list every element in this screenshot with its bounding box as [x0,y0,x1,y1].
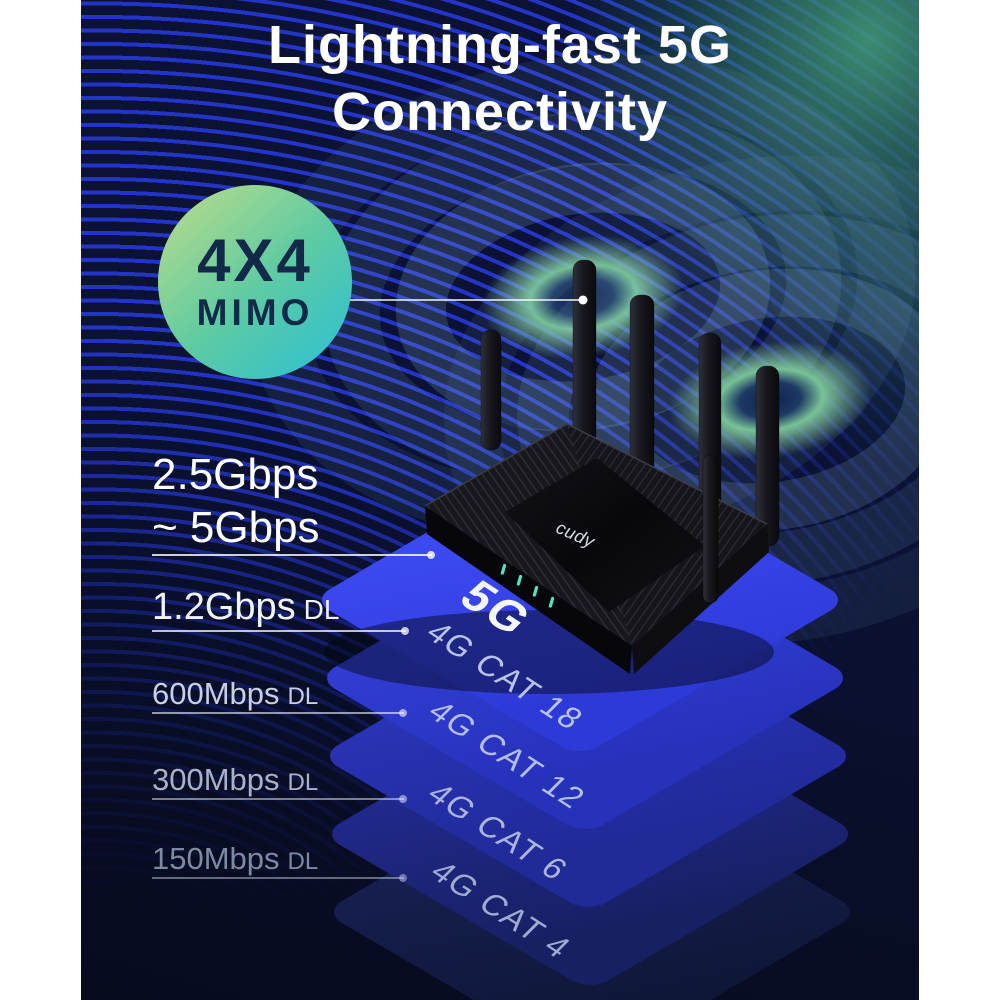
speed-rule [152,874,407,882]
page-title: Lightning-fast 5G Connectivity [81,12,919,146]
router-graphic: cudy [324,259,780,694]
speed-suffix: DL [287,848,319,875]
speed-suffix: DL [287,683,319,710]
page-title-line1: Lightning-fast 5G [268,15,732,75]
speed-label-cat18: 1.2Gbps DL [152,586,339,629]
speed-suffix: DL [303,594,340,625]
speed-value: 1.2Gbps [152,586,296,628]
mimo-badge-line1: 4X4 [197,227,313,294]
page-title-line2: Connectivity [331,82,669,142]
router-antennas [480,259,780,549]
speed-rule [152,627,409,635]
speed-label-cat12: 600Mbps DL [152,676,318,712]
router-leds [500,563,555,608]
mimo-badge: 4X4 MIMO [158,185,352,379]
speed-value: 300Mbps [152,762,280,797]
speed-value: ~ 5Gbps [152,503,320,552]
speed-value: 600Mbps [152,676,280,711]
speed-label-5g: 2.5Gbps ~ 5Gbps [152,448,320,554]
speed-suffix: DL [287,769,319,796]
router-shadow [324,610,774,694]
speed-value: 150Mbps [152,841,280,876]
speed-value: 2.5Gbps [152,450,319,499]
router-body: cudy [424,423,769,674]
speed-label-cat6: 300Mbps DL [152,762,318,798]
artwork-area: cudy 5G 4G CAT 18 4G CAT 12 4G CAT 6 4G … [81,0,919,1000]
speed-label-cat4: 150Mbps DL [152,841,318,877]
speed-rule [152,709,407,717]
speed-rule [152,795,407,803]
speed-rule [152,551,435,559]
mimo-pointer [343,295,588,305]
mimo-badge-line2: MIMO [196,292,314,333]
